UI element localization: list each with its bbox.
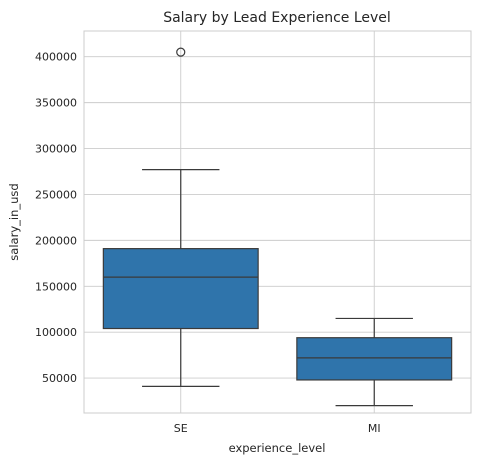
y-tick-label: 100000 bbox=[35, 326, 77, 339]
y-axis-ticks: 50000 100000 150000 200000 250000 300000 35000… bbox=[35, 51, 77, 385]
iqr-box bbox=[102, 248, 259, 330]
y-tick-label: 250000 bbox=[35, 188, 77, 201]
iqr-box bbox=[296, 337, 453, 381]
chart-title: Salary by Lead Experience Level bbox=[163, 10, 391, 26]
box-group-mi bbox=[296, 317, 453, 407]
outlier-point bbox=[176, 47, 186, 57]
y-tick-label: 350000 bbox=[35, 97, 77, 110]
x-tick-label: SE bbox=[174, 422, 188, 435]
x-tick-label: MI bbox=[368, 422, 381, 435]
y-tick-label: 400000 bbox=[35, 51, 77, 64]
plot-frame bbox=[83, 30, 472, 414]
x-axis-label: experience_level bbox=[229, 441, 326, 455]
y-tick-label: 50000 bbox=[42, 372, 77, 385]
y-tick-label: 300000 bbox=[35, 143, 77, 156]
x-axis-ticks: SE MI bbox=[174, 422, 381, 435]
box-group-se bbox=[102, 47, 259, 387]
y-axis-label: salary_in_usd bbox=[7, 183, 21, 260]
boxes-layer bbox=[102, 47, 453, 407]
y-tick-label: 150000 bbox=[35, 280, 77, 293]
y-tick-label: 200000 bbox=[35, 234, 77, 247]
